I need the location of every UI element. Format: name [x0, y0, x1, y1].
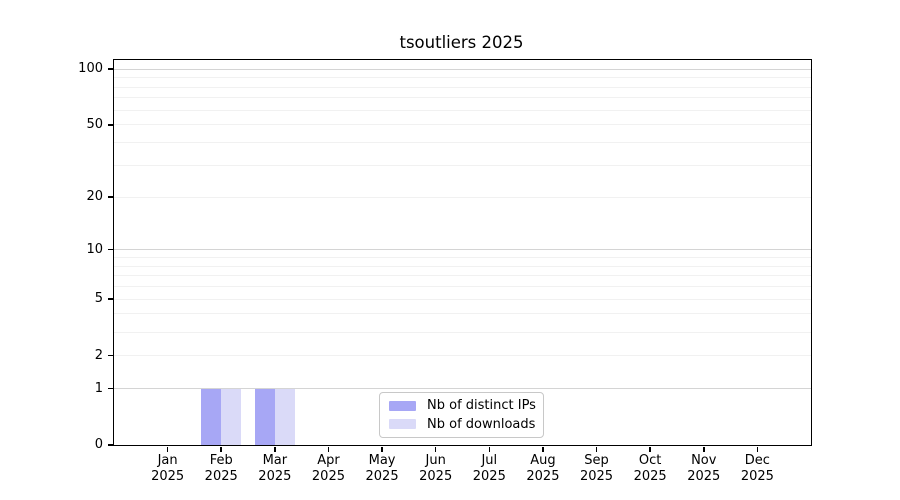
y-tick-label: 10 [86, 241, 103, 257]
y-gridline-minor [114, 256, 811, 258]
x-tick-month: May [368, 453, 396, 468]
x-tick-year: 2025 [258, 468, 292, 484]
x-tick-month: Jul [481, 453, 498, 468]
legend-swatch [389, 419, 416, 430]
legend-swatch [389, 400, 416, 411]
y-gridline-minor [114, 109, 811, 111]
x-tick-label: Feb 2025 [181, 453, 261, 484]
y-tick [107, 354, 113, 357]
x-tick-year: 2025 [204, 468, 238, 484]
x-tick-label: Nov 2025 [664, 453, 744, 484]
x-tick-month: Aug [530, 453, 556, 468]
y-gridline-minor [114, 331, 811, 333]
y-gridline-minor [114, 77, 811, 79]
legend: Nb of distinct IPs Nb of downloads [379, 392, 544, 438]
x-tick-year: 2025 [311, 468, 345, 484]
x-tick-label: Sep 2025 [557, 453, 637, 484]
y-tick [107, 196, 113, 198]
x-tick [649, 446, 651, 452]
x-tick-month: Feb [209, 453, 233, 468]
x-tick-year: 2025 [419, 468, 453, 484]
y-gridline-minor [114, 355, 811, 357]
x-tick-label: Jun 2025 [396, 453, 476, 484]
y-gridline-minor [114, 86, 811, 88]
x-tick-month: Dec [744, 453, 770, 468]
x-tick-year: 2025 [633, 468, 667, 484]
chart-title: tsoutliers 2025 [399, 33, 524, 52]
y-tick-label: 0 [94, 437, 103, 452]
y-gridline-minor [114, 265, 811, 267]
x-tick-month: Oct [638, 453, 662, 468]
y-gridline-major [114, 388, 811, 390]
y-tick-label: 20 [86, 189, 103, 205]
bar-nb-of-distinct-ips [201, 388, 222, 445]
x-tick-year: 2025 [579, 468, 614, 484]
bar-nb-of-distinct-ips [254, 388, 275, 445]
x-tick-month: Mar [262, 453, 288, 468]
x-tick-label: May 2025 [342, 453, 422, 484]
y-gridline-minor [114, 313, 811, 315]
x-tick [542, 446, 544, 452]
x-tick-year: 2025 [472, 468, 506, 484]
y-gridline-minor [114, 142, 811, 144]
y-gridline-minor [114, 275, 811, 277]
x-tick [595, 446, 598, 452]
x-tick-label: Apr 2025 [288, 453, 368, 484]
x-tick-month: Sep [584, 453, 609, 468]
x-tick [488, 446, 491, 452]
x-tick-year: 2025 [526, 468, 560, 484]
x-tick-label: Aug 2025 [503, 453, 583, 484]
y-gridline-minor [114, 196, 811, 198]
legend-label: Nb of distinct IPs [427, 398, 536, 414]
y-tick-label: 1 [94, 380, 103, 396]
x-tick-year: 2025 [740, 468, 774, 484]
x-tick [327, 446, 330, 452]
y-tick-label: 2 [94, 347, 103, 363]
y-gridline-minor [114, 298, 811, 300]
legend-row: Nb of distinct IPs [389, 398, 536, 414]
x-tick [220, 446, 222, 452]
y-tick [107, 248, 113, 251]
x-tick [166, 446, 169, 452]
x-tick-month: Jan [157, 453, 178, 468]
x-tick-month: Nov [691, 453, 717, 468]
x-tick-label: Mar 2025 [235, 453, 315, 484]
y-gridline-minor [114, 164, 811, 166]
legend-row: Nb of downloads [389, 416, 536, 433]
y-gridline-minor [114, 286, 811, 288]
x-tick [434, 446, 437, 452]
x-tick [274, 446, 276, 452]
y-tick [107, 298, 113, 300]
y-gridline-major [114, 68, 811, 70]
y-tick [107, 68, 113, 70]
x-tick-year: 2025 [687, 468, 721, 484]
x-tick [703, 446, 705, 452]
x-tick [381, 446, 383, 452]
x-tick-label: Jul 2025 [449, 453, 529, 484]
y-tick-label: 100 [78, 61, 103, 77]
bar-nb-of-downloads [274, 388, 295, 445]
x-tick-label: Dec 2025 [717, 453, 797, 484]
x-tick-month: Jun [425, 453, 446, 468]
y-tick-label: 5 [94, 291, 103, 307]
bar-nb-of-downloads [221, 388, 242, 445]
y-tick [107, 387, 113, 390]
y-tick-label: 50 [86, 116, 103, 132]
legend-label: Nb of downloads [427, 416, 536, 432]
x-tick-year: 2025 [365, 468, 399, 484]
plot-area: Nb of distinct IPs Nb of downloads 0 1 2 5 10… [78, 59, 812, 484]
x-tick-month: Apr [317, 453, 340, 468]
y-gridline-minor [114, 124, 811, 126]
x-tick-year: 2025 [151, 468, 185, 484]
y-tick [107, 124, 113, 126]
y-gridline-major [114, 249, 811, 251]
x-tick-label: Oct 2025 [610, 453, 690, 484]
y-gridline-minor [114, 97, 811, 99]
x-tick-label: Jan 2025 [128, 453, 208, 484]
x-tick [756, 446, 759, 452]
y-tick [107, 444, 113, 446]
